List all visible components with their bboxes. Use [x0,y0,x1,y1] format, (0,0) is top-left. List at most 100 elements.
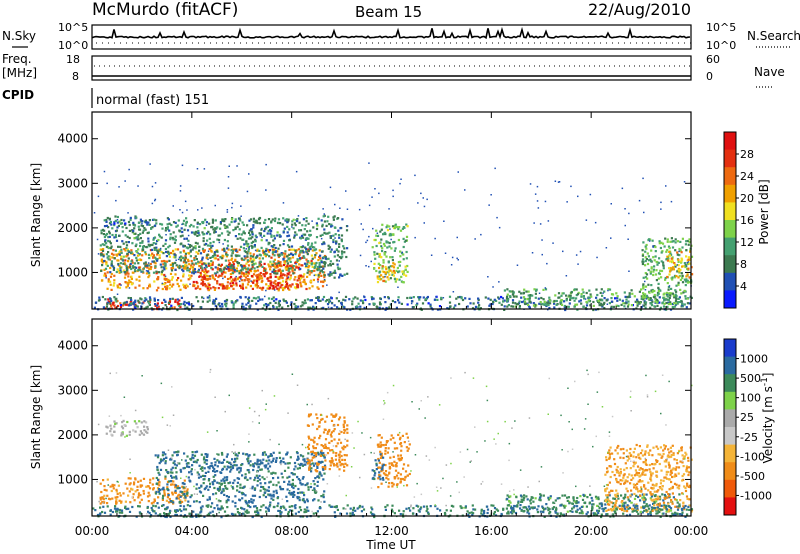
heatmap-cell [371,246,374,249]
heatmap-cell [273,248,276,251]
heatmap-cell [495,299,498,302]
heatmap-cell [299,482,302,485]
heatmap-cell [597,498,600,501]
heatmap-cell [248,229,251,232]
heatmap-cell [184,263,187,267]
heatmap-cell [321,265,324,268]
heatmap-cell [190,274,193,277]
heatmap-cell [307,237,310,240]
heatmap-cell [389,456,392,459]
speckle-cell [287,276,290,278]
heatmap-cell [322,215,325,218]
heatmap-cell [569,294,572,297]
heatmap-cell [573,288,576,291]
heatmap-cell [343,306,346,309]
heatmap-cell [236,467,239,470]
heatmap-cell [208,285,211,289]
heatmap-cell [206,455,209,458]
heatmap-cell [141,240,144,243]
speckle-cell [668,285,671,287]
heatmap-cell [579,495,582,498]
heatmap-cell [225,251,228,254]
heatmap-cell [320,449,323,452]
heatmap-cell [213,470,217,473]
heatmap-cell [249,477,252,480]
heatmap-cell [252,281,255,284]
heatmap-cell [294,253,297,256]
speckle-cell [225,268,228,270]
heatmap-cell [277,261,280,265]
heatmap-cell [316,451,320,454]
heatmap-cell [241,285,244,288]
heatmap-cell [662,512,665,515]
heatmap-cell [187,302,190,305]
heatmap-cell [602,507,606,510]
heatmap-cell [258,232,261,235]
heatmap-cell [678,254,681,257]
heatmap-cell [150,266,153,269]
heatmap-cell [615,499,618,502]
heatmap-cell [243,249,246,253]
heatmap-cell [190,259,193,263]
heatmap-cell [208,478,211,481]
heatmap-cell [150,243,153,247]
heatmap-cell [306,498,309,501]
heatmap-cell [378,471,381,474]
heatmap-cell [160,266,163,269]
heatmap-cell [644,250,647,253]
heatmap-cell [258,463,261,466]
heatmap-cell [647,238,651,241]
heatmap-cell [677,297,680,300]
heatmap-cell [658,504,661,507]
heatmap-cell [672,240,675,243]
heatmap-cell [308,461,311,464]
heatmap-cell [173,241,177,244]
heatmap-cell [256,484,259,487]
heatmap-cell [157,478,160,482]
speckle-cell [629,296,632,298]
heatmap-cell [224,271,227,274]
heatmap-cell [143,425,146,428]
heatmap-cell [179,257,182,260]
heatmap-cell [236,477,239,480]
heatmap-cell [576,293,580,296]
heatmap-cell [307,306,310,309]
heatmap-cell [577,291,580,294]
heatmap-cell [236,485,239,488]
heatmap-cell [264,252,267,256]
heatmap-cell [160,273,163,276]
heatmap-cell [183,304,186,307]
heatmap-cell [683,303,686,306]
heatmap-cell [100,232,103,235]
heatmap-cell [208,296,211,299]
heatmap-cell [647,283,650,286]
heatmap-cell [247,245,250,248]
heatmap-cell [263,229,266,233]
heatmap-cell [163,282,166,286]
heatmap-cell [208,222,211,225]
heatmap-cell [342,245,345,248]
speckle-cell [339,207,341,209]
heatmap-cell [407,447,410,450]
heatmap-cell [303,228,306,231]
speckle-cell [638,199,641,202]
speckle-cell [575,254,578,256]
heatmap-cell [657,282,660,285]
heatmap-cell [290,301,293,304]
heatmap-cell [185,490,189,493]
heatmap-cell [667,288,670,291]
heatmap-cell [597,496,600,499]
heatmap-cell [143,429,146,432]
heatmap-cell [124,482,127,485]
heatmap-cell [172,221,176,224]
speckle-cell [231,202,234,205]
heatmap-cell [173,483,176,486]
heatmap-cell [168,279,171,282]
heatmap-cell [216,267,219,270]
heatmap-cell [177,302,181,305]
speckle-cell [536,185,539,188]
heatmap-cell [105,220,108,223]
heatmap-cell [611,452,614,455]
heatmap-cell [282,273,285,276]
heatmap-cell [675,275,678,278]
